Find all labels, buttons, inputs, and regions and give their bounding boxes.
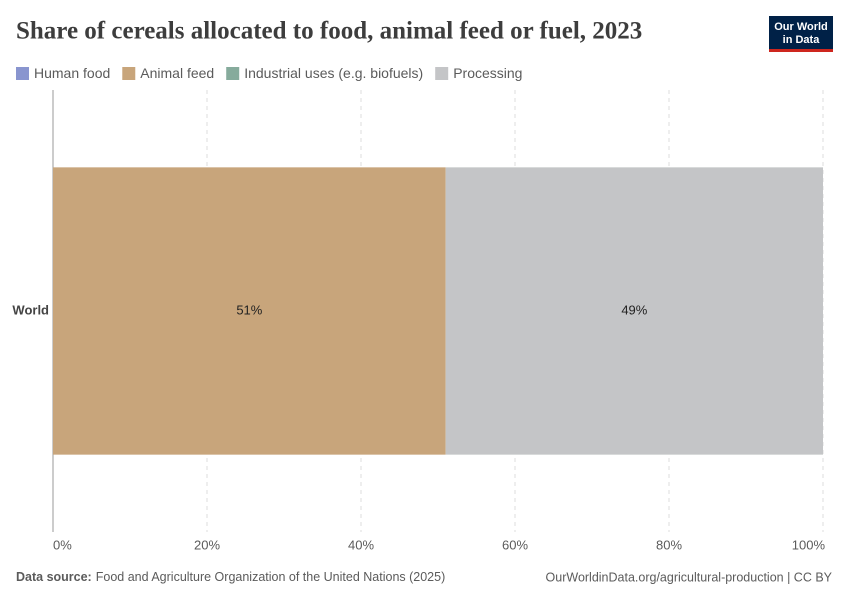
x-tick-label: 20% bbox=[194, 537, 220, 552]
source: Data source: Food and Agriculture Organiz… bbox=[16, 570, 445, 584]
x-tick-label: 0% bbox=[53, 537, 72, 552]
legend-swatch bbox=[16, 67, 29, 80]
logo-stripe bbox=[769, 49, 833, 52]
legend-swatch bbox=[435, 67, 449, 80]
legend-swatch bbox=[122, 67, 136, 80]
x-tick-label: 100% bbox=[792, 537, 826, 552]
logo-text: Our World bbox=[774, 21, 828, 33]
value-label: 49% bbox=[621, 302, 647, 317]
chart-title: Share of cereals allocated to food, anim… bbox=[16, 18, 642, 45]
legend-label: Industrial uses (e.g. biofuels) bbox=[244, 65, 423, 81]
legend-label: Processing bbox=[453, 65, 522, 81]
legend-label: Human food bbox=[34, 65, 110, 81]
x-tick-label: 80% bbox=[656, 537, 682, 552]
logo-box bbox=[769, 16, 833, 52]
logo-text: in Data bbox=[783, 34, 821, 46]
legend-swatch bbox=[226, 67, 240, 80]
x-tick-label: 40% bbox=[348, 537, 374, 552]
source-text: Food and Agriculture Organization of the… bbox=[96, 570, 446, 584]
source-label: Data source: bbox=[16, 570, 92, 584]
value-label: 51% bbox=[236, 302, 262, 317]
legend-label: Animal feed bbox=[140, 65, 214, 81]
bar-segment bbox=[445, 167, 823, 455]
credit: OurWorldinData.org/agricultural-producti… bbox=[546, 570, 833, 584]
x-tick-label: 60% bbox=[502, 537, 528, 552]
y-tick-label: World bbox=[12, 302, 49, 317]
bar-segment bbox=[53, 167, 446, 455]
